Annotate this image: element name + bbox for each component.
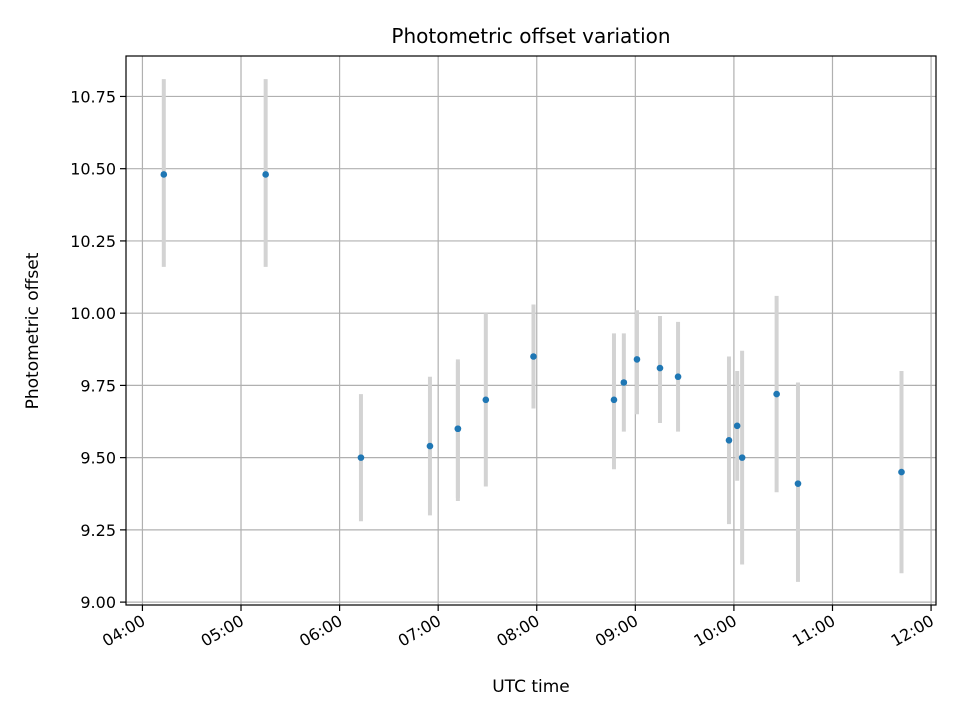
data-point: [725, 437, 733, 444]
data-points: [160, 171, 905, 487]
x-axis-label: UTC time: [492, 677, 570, 697]
chart-title: Photometric offset variation: [391, 24, 670, 48]
y-tick-label: 10.00: [70, 304, 116, 323]
data-point: [738, 454, 746, 461]
grid: [126, 56, 936, 605]
data-point: [620, 379, 628, 386]
y-tick-label: 9.50: [80, 449, 116, 468]
data-point: [633, 356, 641, 363]
data-point: [610, 396, 618, 404]
data-point: [482, 396, 490, 404]
data-point: [656, 364, 664, 372]
y-axis-label: Photometric offset: [23, 252, 43, 409]
data-point: [794, 480, 802, 487]
y-axis-ticks: 9.00 9.25 9.50 9.75 10.00 10.25 10.50 10.75: [70, 87, 126, 612]
y-tick-label: 10.50: [70, 160, 116, 179]
data-point: [733, 422, 741, 430]
data-point: [898, 468, 905, 476]
y-tick-label: 9.25: [80, 521, 116, 540]
data-point: [160, 171, 168, 178]
y-tick-label: 10.75: [70, 87, 116, 106]
plot-area: [126, 56, 936, 605]
data-point: [773, 390, 780, 398]
data-point: [426, 442, 434, 450]
y-tick-label: 9.00: [80, 593, 116, 612]
data-point: [674, 373, 682, 381]
data-point: [357, 454, 365, 461]
y-tick-label: 9.75: [80, 376, 116, 395]
data-point: [454, 425, 462, 433]
plot-frame: [125, 55, 937, 606]
data-point: [530, 353, 537, 360]
data-point: [262, 171, 269, 178]
y-tick-label: 10.25: [70, 232, 116, 251]
